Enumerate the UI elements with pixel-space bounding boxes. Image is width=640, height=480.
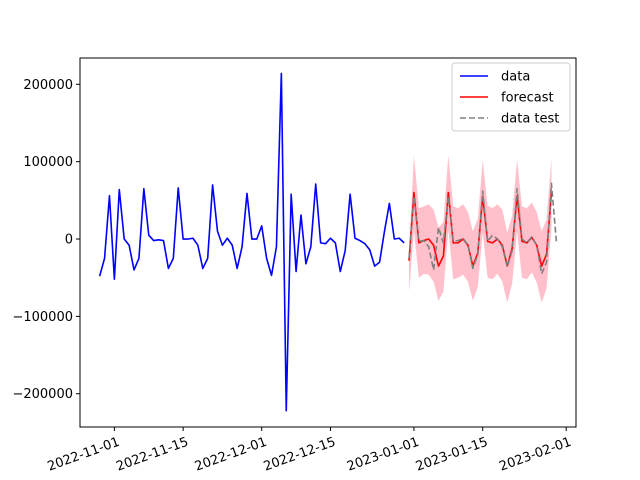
x-tick-label: 2023-01-15	[414, 435, 490, 475]
y-tick-label: −100000	[12, 310, 73, 325]
y-tick-label: −200000	[12, 387, 73, 402]
legend-label-data: data	[501, 70, 530, 85]
legend-label-data-test: data test	[501, 112, 559, 127]
legend: data forecast data test	[451, 62, 571, 132]
legend-box	[451, 62, 571, 132]
x-tick-label: 2023-02-01	[497, 435, 573, 475]
series-lines-layer	[98, 72, 558, 412]
y-tick-label: 100000	[23, 155, 73, 170]
x-tick-label: 2022-12-01	[193, 435, 269, 475]
plot-frame	[79, 57, 577, 428]
series-line-data	[98, 72, 405, 412]
x-tick-label: 2023-01-01	[345, 435, 421, 475]
x-tick-label: 2022-12-15	[262, 435, 338, 475]
y-tick-label: 200000	[23, 78, 73, 93]
x-tick-label: 2022-11-01	[46, 435, 122, 475]
series-line-data-test	[408, 182, 558, 275]
legend-label-forecast: forecast	[501, 91, 554, 106]
y-tick-label: 0	[65, 233, 73, 248]
x-tick-label: 2022-11-15	[114, 435, 190, 475]
